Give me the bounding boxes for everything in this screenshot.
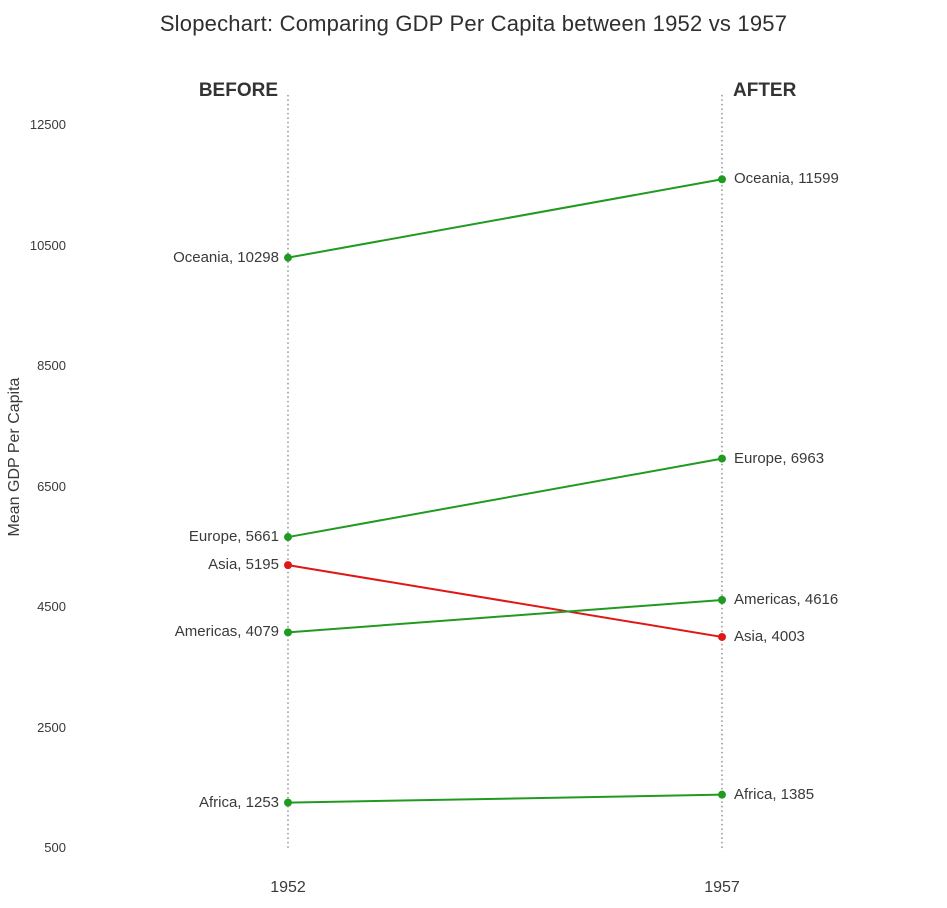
y-tick-4500: 4500 [37, 599, 66, 614]
point-label-before-asia: Asia, 5195 [208, 556, 279, 574]
slope-line-europe [287, 457, 723, 539]
point-before-asia [284, 561, 292, 570]
point-label-after-africa: Africa, 1385 [734, 785, 815, 803]
point-label-after-americas: Americas, 4616 [734, 591, 839, 608]
point-after-africa [718, 790, 726, 799]
point-after-oceania [718, 175, 726, 184]
point-label-before-europe: Europe, 5661 [188, 528, 279, 546]
point-after-americas [718, 596, 726, 605]
point-label-before-africa: Africa, 1253 [198, 793, 279, 811]
point-label-after-oceania: Oceania, 11599 [734, 170, 839, 188]
y-tick-2500: 2500 [37, 719, 66, 735]
y-tick-12500: 12500 [29, 117, 66, 132]
point-label-after-europe: Europe, 6963 [734, 449, 825, 467]
slope-line-africa [287, 793, 723, 804]
chart-title: Slopechart: Comparing GDP Per Capita bet… [159, 11, 788, 36]
point-label-after-asia: Asia, 4003 [734, 627, 805, 645]
point-label-before-oceania: Oceania, 10298 [173, 248, 279, 266]
y-tick-500: 500 [44, 840, 66, 855]
y-tick-10500: 10500 [29, 237, 66, 253]
slope-line-americas [287, 599, 723, 634]
point-after-europe [718, 454, 726, 463]
point-before-africa [284, 798, 292, 807]
point-label-before-americas: Americas, 4079 [174, 623, 279, 641]
point-after-asia [718, 632, 726, 641]
point-before-americas [284, 628, 292, 637]
point-before-europe [284, 533, 292, 542]
before-column-header: BEFORE [198, 80, 278, 101]
slope-line-oceania [287, 178, 723, 259]
x-tick-1957: 1957 [704, 879, 740, 896]
point-before-oceania [284, 253, 292, 262]
slope-line-asia [287, 564, 723, 638]
x-tick-1952: 1952 [270, 879, 306, 896]
y-tick-6500: 6500 [37, 478, 66, 494]
y-tick-8500: 8500 [37, 358, 66, 373]
after-column-header: AFTER [733, 80, 797, 101]
